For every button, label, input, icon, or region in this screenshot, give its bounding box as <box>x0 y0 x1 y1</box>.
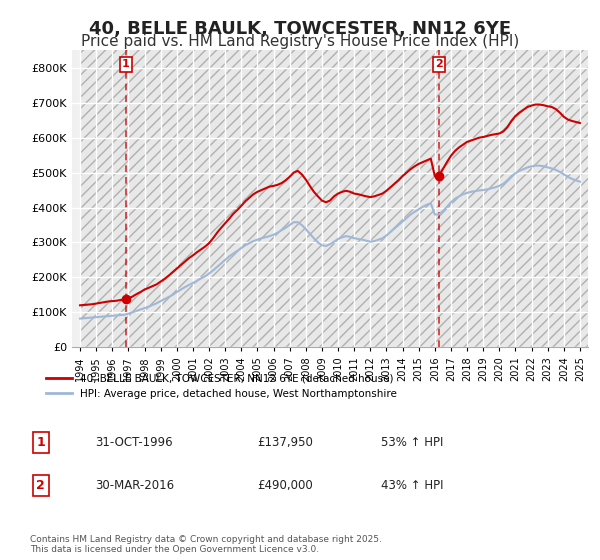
Text: Price paid vs. HM Land Registry's House Price Index (HPI): Price paid vs. HM Land Registry's House … <box>81 34 519 49</box>
Text: 40, BELLE BAULK, TOWCESTER, NN12 6YE: 40, BELLE BAULK, TOWCESTER, NN12 6YE <box>89 20 511 38</box>
Text: 31-OCT-1996: 31-OCT-1996 <box>95 436 172 449</box>
Text: 2: 2 <box>435 59 443 69</box>
Text: £137,950: £137,950 <box>257 436 313 449</box>
Text: 30-MAR-2016: 30-MAR-2016 <box>95 479 174 492</box>
Text: 1: 1 <box>37 436 45 449</box>
Text: Contains HM Land Registry data © Crown copyright and database right 2025.
This d: Contains HM Land Registry data © Crown c… <box>30 535 382 554</box>
Text: 2: 2 <box>37 479 45 492</box>
Legend: 40, BELLE BAULK, TOWCESTER, NN12 6YE (detached house), HPI: Average price, detac: 40, BELLE BAULK, TOWCESTER, NN12 6YE (de… <box>41 368 402 404</box>
Text: 43% ↑ HPI: 43% ↑ HPI <box>381 479 443 492</box>
Text: 53% ↑ HPI: 53% ↑ HPI <box>381 436 443 449</box>
Text: £490,000: £490,000 <box>257 479 313 492</box>
Text: 1: 1 <box>122 59 130 69</box>
